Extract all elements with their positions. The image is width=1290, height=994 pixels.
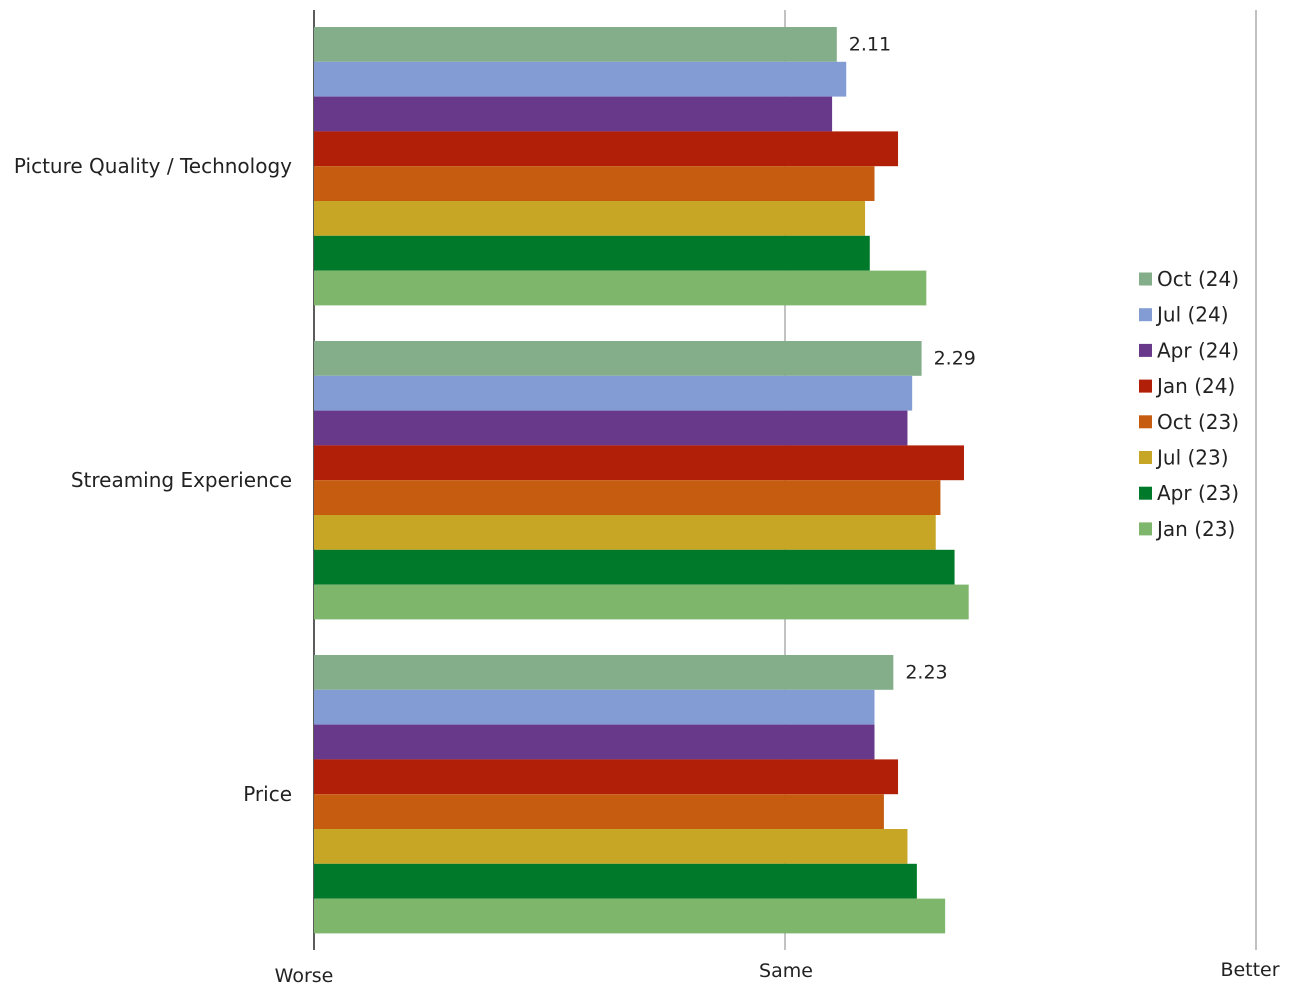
bar-streaming-experience-jul-24 [314,375,913,411]
bar-picture-quality-technology-jul-23 [314,201,866,236]
category-labels: Picture Quality / Technology Streaming Ex… [14,154,292,806]
x-tick-label-better: Better [1220,959,1279,981]
bar-streaming-experience-jul-23 [314,515,936,550]
legend-swatch-jan-23 [1139,522,1152,536]
category-label-price: Price [243,782,292,806]
bar-price-apr-24 [314,724,875,760]
bar-price-jul-23 [314,829,908,864]
legend-swatch-jul-24 [1139,308,1152,322]
category-label-picture-quality-technology: Picture Quality / Technology [14,154,292,178]
category-label-streaming-experience: Streaming Experience [71,468,292,492]
legend-label-apr-24: Apr (24) [1157,338,1239,362]
legend-swatch-apr-23 [1139,486,1152,500]
bar-price-jul-24 [314,689,875,725]
bar-picture-quality-technology-jan-24 [314,131,899,167]
bar-price-oct-24 [314,655,894,690]
legend-label-oct-24: Oct (24) [1157,267,1239,291]
legend-label-jul-24: Jul (24) [1155,303,1229,327]
data-label-picture-quality-technology: 2.11 [849,33,891,55]
legend-swatch-jan-24 [1139,379,1152,393]
bar-picture-quality-technology-jan-23 [314,270,927,306]
legend-label-jan-24: Jan (24) [1155,374,1235,398]
bar-picture-quality-technology-jul-24 [314,61,847,97]
legend-swatch-oct-23 [1139,415,1152,429]
legend-swatch-oct-24 [1139,272,1152,286]
bar-streaming-experience-oct-23 [314,480,941,515]
legend: Oct (24) Jul (24) Apr (24) Jan (24) Oct (23)… [1139,267,1239,541]
legend-label-jan-23: Jan (23) [1155,517,1235,541]
bar-price-jan-23 [314,898,946,934]
bar-picture-quality-technology-oct-23 [314,166,875,201]
x-tick-label-same: Same [759,960,813,982]
bar-price-apr-23 [314,863,917,899]
data-label-streaming-experience: 2.29 [934,347,976,369]
legend-swatch-jul-23 [1139,451,1152,464]
bar-price-jan-24 [314,759,899,795]
bar-picture-quality-technology-apr-24 [314,96,833,132]
bar-streaming-experience-oct-24 [314,341,922,376]
bar-streaming-experience-jan-24 [314,445,964,481]
bar-streaming-experience-jan-23 [314,584,969,620]
bar-streaming-experience-apr-23 [314,549,955,585]
bar-streaming-experience-apr-24 [314,410,908,446]
data-label-price: 2.23 [905,661,947,683]
x-tick-label-worse: Worse [275,965,334,987]
legend-swatch-apr-24 [1139,343,1152,357]
legend-label-jul-23: Jul (23) [1155,446,1229,470]
bar-price-oct-23 [314,794,884,829]
bars [314,27,969,934]
legend-label-oct-23: Oct (23) [1157,410,1239,434]
x-tick-labels: Worse Same Better [275,959,1280,987]
legend-label-apr-23: Apr (23) [1157,481,1239,505]
bar-picture-quality-technology-apr-23 [314,235,870,271]
data-labels: 2.11 2.29 2.23 [849,33,976,683]
bar-picture-quality-technology-oct-24 [314,27,837,62]
